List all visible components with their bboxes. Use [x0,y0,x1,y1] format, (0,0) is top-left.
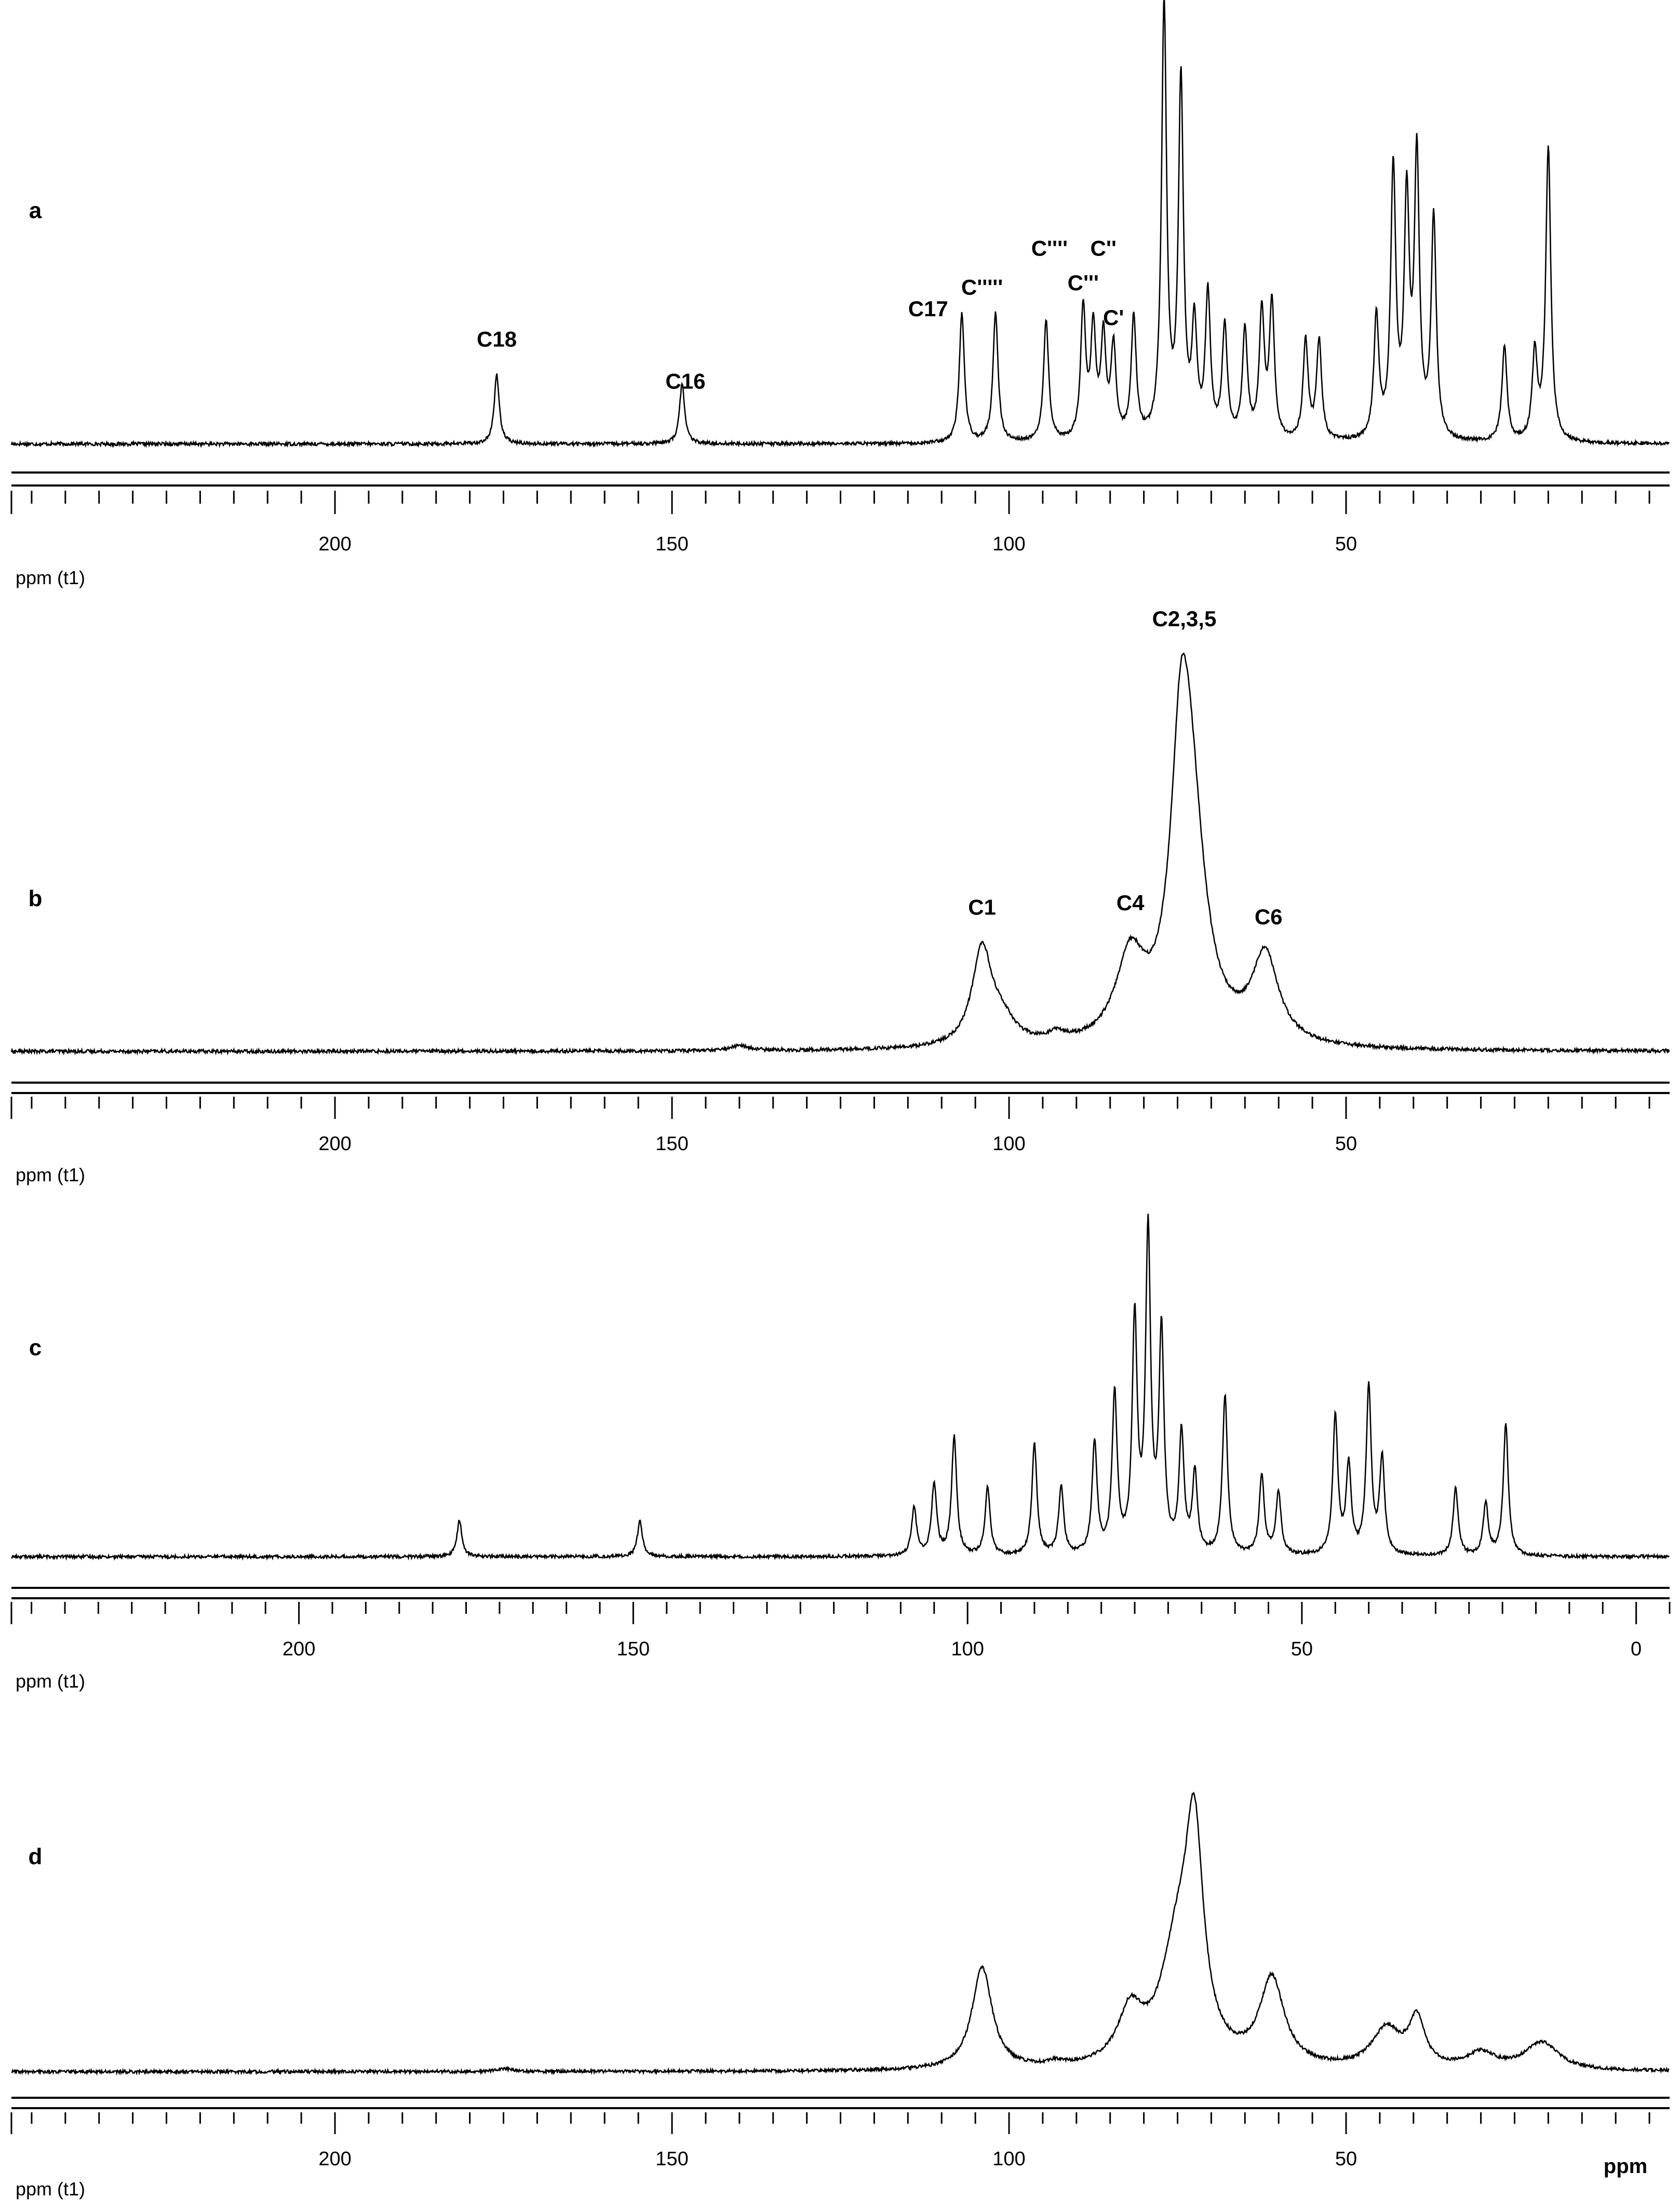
tick-label: 100 [951,1638,984,1660]
tick-label: 200 [318,533,351,555]
tick-label: 150 [617,1638,650,1660]
tick-label: 100 [992,533,1025,555]
tick-label: 150 [655,533,688,555]
tick-label: 50 [1335,1133,1357,1155]
spectrum-trace-c [11,1213,1670,1561]
panel-label-a: a [29,198,42,223]
peak-label: C2,3,5 [1152,606,1217,631]
tick-label: 0 [1631,1638,1642,1660]
tick-label: 50 [1335,533,1357,555]
spectrum-panel-a: a 200 150 100 50 ppm (t1) C18 C16 C17 C''''' C''''… [10,0,1670,588]
peak-label: C''' [1068,271,1099,295]
axis-unit-label-c: ppm (t1) [16,1670,85,1692]
spectrum-trace-a [10,0,1670,449]
spectrum-panel-b: b 200 150 100 50 ppm (t1) C1 C4 C2,3,5 C6 [10,606,1670,1185]
panel-label-d: d [29,1844,43,1869]
axis-unit-label-d: ppm (t1) [16,2178,85,2200]
tick-label: 100 [992,2148,1025,2170]
peak-label: C16 [665,369,705,394]
peak-label: C4 [1117,891,1145,915]
axis-unit-label-b: ppm (t1) [16,1164,85,1185]
spectrum-trace-b [10,652,1670,1056]
peak-label: C18 [477,327,517,351]
peak-label: C6 [1255,905,1283,929]
tick-label: 150 [655,1133,688,1155]
panel-label-c: c [29,1335,42,1360]
tick-label: 50 [1291,1638,1313,1660]
panel-label-b: b [29,886,43,911]
peak-label: C'''' [1031,236,1068,260]
tick-label: 200 [318,2148,351,2170]
tick-label: 200 [283,1638,315,1660]
tick-label: 100 [992,1133,1025,1155]
figure-ppm-label: ppm [1604,2155,1647,2178]
tick-label: 200 [318,1133,351,1155]
spectrum-panel-d: d 200 150 100 50 ppm (t1) [10,1791,1670,2200]
peak-label: C1 [968,895,996,920]
tick-label: 50 [1335,2148,1357,2170]
peak-label: C' [1103,305,1124,330]
peak-label: C17 [908,296,948,321]
peak-label: C''''' [961,275,1003,299]
spectrum-trace-d [11,1791,1670,2076]
axis-unit-label-a: ppm (t1) [16,567,85,588]
spectra-panels: a 200 150 100 50 ppm (t1) C18 C16 C17 C''''' C''''… [10,0,1671,2200]
peak-label: C'' [1091,236,1117,260]
spectrum-panel-c: c 200 150 100 50 0 ppm (t1) [10,1213,1671,1692]
tick-label: 150 [655,2148,688,2170]
